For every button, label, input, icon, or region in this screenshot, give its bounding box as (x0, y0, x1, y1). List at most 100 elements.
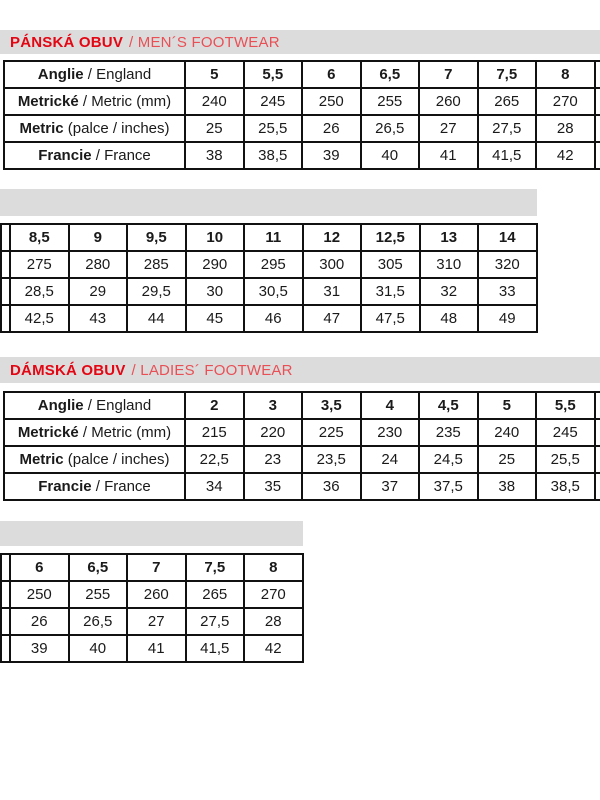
value-cell: 41 (418, 141, 479, 170)
cut-stub-cell (0, 304, 11, 333)
mens-size-table-part2-wrap: 8,5 9 9,5 10 11 12 12,5 13 14 275 280 285 290 295 300 3… (0, 223, 538, 333)
row-label: Anglie / England (3, 60, 186, 89)
size-value-cell: 7,5 (476, 60, 537, 89)
value-cell: 33 (477, 277, 538, 306)
size-value-cell: 12,5 (360, 223, 421, 252)
cut-stub-cell (0, 553, 11, 582)
mens-size-table-part2: 8,5 9 9,5 10 11 12 12,5 13 14 275 280 285 290 295 300 3… (0, 223, 538, 333)
cut-stub-cell (0, 634, 11, 663)
mens-title-english: / MEN´S FOOTWEAR (129, 33, 280, 51)
size-value-cell: 9,5 (126, 223, 187, 252)
row-label: Metric (palce / inches) (3, 445, 186, 474)
ladies-section-header: DÁMSKÁ OBUV / LADIES´ FOOTWEAR (0, 357, 600, 383)
ladies-size-table-part1: Anglie / England 2 3 3,5 4 4,5 5 5,5 Metrické / … (3, 391, 600, 501)
value-cell: 28 (243, 607, 304, 636)
value-cell: 24 (359, 445, 420, 474)
value-cell: 270 (535, 87, 596, 116)
table-row: Francie / France 38 38,5 39 40 41 41,5 42 (3, 141, 600, 170)
row-label: Francie / France (3, 141, 186, 170)
size-value-cell: 7 (126, 553, 187, 582)
value-cell: 41,5 (476, 141, 537, 170)
size-value-cell: 5 (184, 60, 245, 89)
ladies-continuation-bar (0, 521, 303, 546)
mens-section-header: PÁNSKÁ OBUV / MEN´S FOOTWEAR (0, 30, 600, 54)
value-cell: 47,5 (360, 304, 421, 333)
table-row: 26 26,5 27 27,5 28 (0, 607, 304, 636)
cut-stub-cell (0, 607, 11, 636)
value-cell: 320 (477, 250, 538, 279)
size-value-cell: 4,5 (418, 391, 479, 420)
value-cell: 42 (243, 634, 304, 663)
value-cell: 255 (67, 580, 128, 609)
table-row: 39 40 41 41,5 42 (0, 634, 304, 663)
size-value-cell: 4 (359, 391, 420, 420)
table-row: 275 280 285 290 295 300 305 310 320 (0, 250, 538, 279)
value-cell: 38 (184, 141, 245, 170)
value-cell: 44 (126, 304, 187, 333)
cut-stub-cell (0, 250, 11, 279)
cut-stub-cell (0, 580, 11, 609)
value-cell: 255 (359, 87, 420, 116)
value-cell: 40 (67, 634, 128, 663)
value-cell: 28,5 (9, 277, 70, 306)
table-row: 250 255 260 265 270 (0, 580, 304, 609)
size-value-cell: 3 (242, 391, 303, 420)
size-value-cell: 5 (476, 391, 537, 420)
size-value-cell: 11 (243, 223, 304, 252)
value-cell: 305 (360, 250, 421, 279)
value-cell: 27,5 (184, 607, 245, 636)
value-cell: 34 (184, 472, 245, 501)
size-value-cell: 3,5 (301, 391, 362, 420)
value-cell: 41 (126, 634, 187, 663)
table-row: 28,5 29 29,5 30 30,5 31 31,5 32 33 (0, 277, 538, 306)
size-value-cell: 8 (535, 60, 596, 89)
value-cell: 26,5 (359, 114, 420, 143)
value-cell: 27,5 (476, 114, 537, 143)
value-cell: 225 (301, 418, 362, 447)
mens-size-table-part1: Anglie / England 5 5,5 6 6,5 7 7,5 8 Metrické / … (3, 60, 600, 170)
value-cell: 23,5 (301, 445, 362, 474)
value-cell: 235 (418, 418, 479, 447)
size-value-cell: 2 (184, 391, 245, 420)
value-cell: 30,5 (243, 277, 304, 306)
mens-title-czech: PÁNSKÁ OBUV (10, 33, 124, 51)
ladies-size-table-part2-wrap: 6 6,5 7 7,5 8 250 255 260 265 270 26 26,5 27 27,5 28 39… (0, 553, 304, 663)
value-cell: 240 (476, 418, 537, 447)
value-cell: 26 (9, 607, 70, 636)
value-cell: 35 (242, 472, 303, 501)
size-value-cell: 7,5 (184, 553, 245, 582)
value-cell: 215 (184, 418, 245, 447)
value-cell: 24,5 (418, 445, 479, 474)
value-cell: 26 (301, 114, 362, 143)
ladies-size-table-part2: 6 6,5 7 7,5 8 250 255 260 265 270 26 26,5 27 27,5 28 39… (0, 553, 304, 663)
value-cell: 260 (126, 580, 187, 609)
value-cell: 46 (243, 304, 304, 333)
value-cell: 42,5 (9, 304, 70, 333)
value-cell: 220 (242, 418, 303, 447)
size-value-cell: 8,5 (9, 223, 70, 252)
table-row: Anglie / England 2 3 3,5 4 4,5 5 5,5 (3, 391, 600, 420)
size-value-cell: 14 (477, 223, 538, 252)
value-cell: 250 (9, 580, 70, 609)
value-cell: 30 (184, 277, 245, 306)
size-value-cell: 6,5 (359, 60, 420, 89)
value-cell: 295 (243, 250, 304, 279)
value-cell: 245 (535, 418, 596, 447)
table-row: Metrické / Metric (mm) 240 245 250 255 260 265… (3, 87, 600, 116)
value-cell: 290 (184, 250, 245, 279)
clipped-next-column-cell (593, 391, 600, 420)
size-value-cell: 12 (301, 223, 362, 252)
clipped-next-column-cell (593, 445, 600, 474)
value-cell: 25,5 (535, 445, 596, 474)
row-label: Metrické / Metric (mm) (3, 418, 186, 447)
value-cell: 27 (126, 607, 187, 636)
value-cell: 26,5 (67, 607, 128, 636)
value-cell: 265 (184, 580, 245, 609)
value-cell: 48 (418, 304, 479, 333)
row-label: Metrické / Metric (mm) (3, 87, 186, 116)
value-cell: 31 (301, 277, 362, 306)
value-cell: 37 (359, 472, 420, 501)
clipped-next-column-cell (593, 114, 600, 143)
value-cell: 240 (184, 87, 245, 116)
value-cell: 47 (301, 304, 362, 333)
